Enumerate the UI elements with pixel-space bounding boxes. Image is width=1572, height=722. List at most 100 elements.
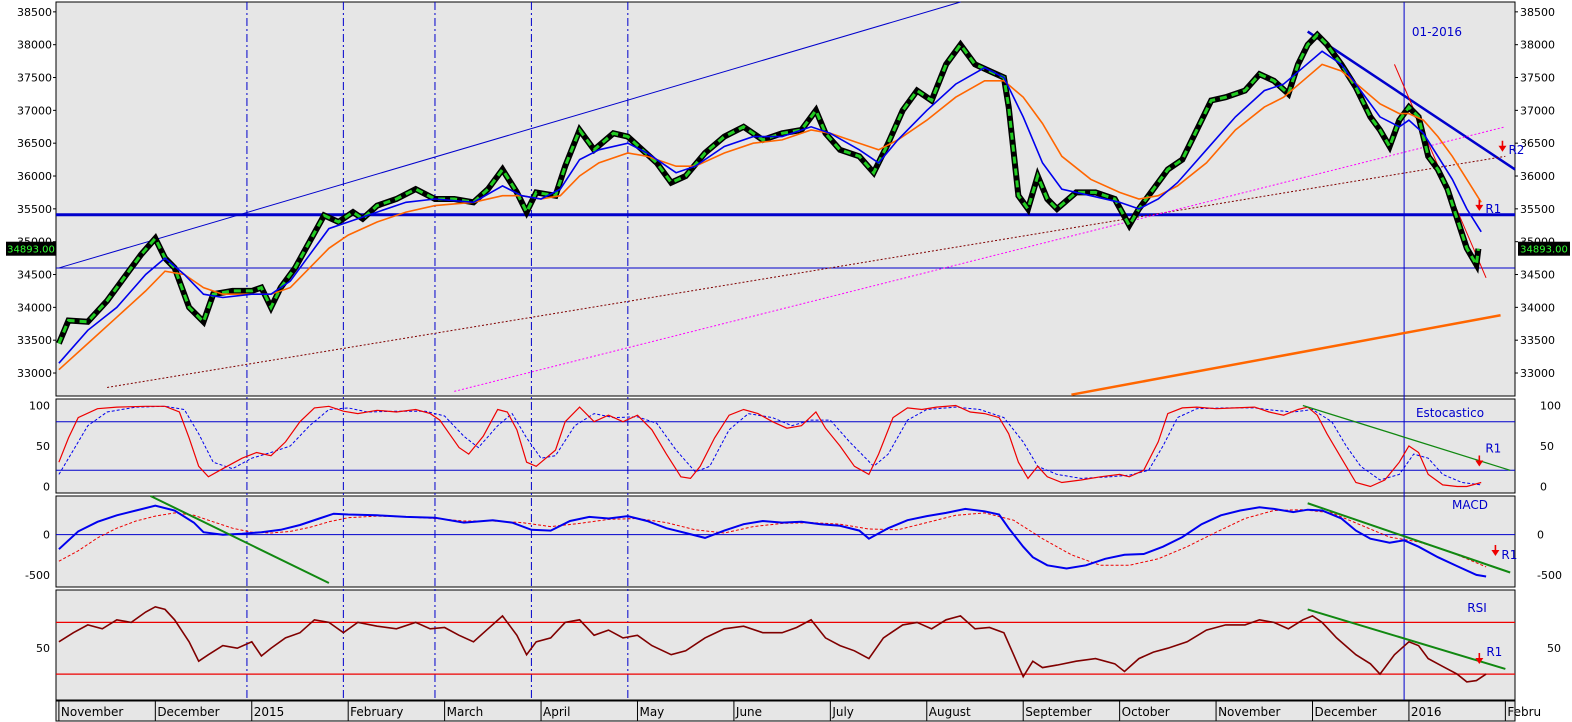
stoch-frame: [55, 398, 1516, 494]
price-tick-label-left: 38500: [17, 6, 52, 19]
macd-tick-label-right: 0: [1537, 529, 1544, 542]
price-series: [57, 32, 1480, 345]
price-tick-label-left: 37000: [17, 104, 52, 117]
rsi-resistance-arrow: [1475, 653, 1484, 664]
price-frame: [55, 1, 1516, 397]
price-tick-label-right: 33500: [1520, 334, 1555, 347]
stoch-tick-label-left: 0: [43, 481, 50, 494]
price-trend-line: [107, 155, 1506, 388]
x-axis: November December 2015 February March April Ma…: [58, 701, 1541, 721]
macd-trend-line: [150, 495, 330, 584]
resistance-arrow-head: [1475, 204, 1484, 211]
price-tick-label-right: 37000: [1520, 104, 1555, 117]
macd-tick-label-right: -500: [1537, 569, 1562, 582]
price-trend-line: [58, 1, 961, 269]
rsi-trend-line: [1307, 608, 1506, 670]
macd-resistance-arrow-head: [1491, 549, 1500, 556]
last-price-box-left: [6, 241, 56, 256]
resistance-arrow: [1475, 199, 1484, 211]
x-tick-label: October: [1122, 705, 1170, 719]
price-panel: 33000 33000 33500 33500 34000 34000 34500 34500…: [6, 1, 1570, 396]
price-trend-line: [1306, 30, 1516, 171]
price-tick-label-left: 33500: [17, 334, 52, 347]
price-tick-label-right: 36500: [1520, 137, 1555, 150]
x-tick-label: February: [350, 705, 403, 719]
macd-tick-label-left: -500: [25, 569, 50, 582]
macd-panel: 0 0 -500 -500 MACD R1: [25, 495, 1562, 584]
price-tick-label-right: 34500: [1520, 269, 1555, 282]
rsi-resistance-arrow-head: [1475, 658, 1484, 664]
macd-signal-line: [58, 509, 1487, 568]
x-axis-frame: [55, 700, 1516, 722]
price-tick-label-left: 35500: [17, 203, 52, 216]
stoch-tick-label-left: 100: [29, 399, 50, 412]
x-tick-label: August: [929, 705, 971, 719]
x-tick-label: March: [447, 705, 484, 719]
macd-title: MACD: [1452, 498, 1488, 512]
price-tick-label-left: 37500: [17, 72, 52, 85]
last-price-label-left: 34893.00: [7, 245, 55, 256]
macd-line: [58, 504, 1487, 578]
stoch-title: Estocastico: [1416, 406, 1484, 420]
stochastic-panel: 0 0 50 50 100 100 Estocastico R1: [29, 399, 1561, 493]
stoch-resistance-label: R1: [1485, 441, 1501, 455]
x-tick-label: July: [831, 705, 854, 719]
x-tick-label: November: [61, 705, 123, 719]
stoch-trend-line: [1302, 404, 1511, 471]
price-tick-label-right: 38500: [1520, 6, 1555, 19]
rsi-frame: [55, 589, 1516, 701]
stoch-tick-label-right: 100: [1540, 399, 1561, 412]
price-tick-label-right: 37500: [1520, 72, 1555, 85]
rsi-line: [58, 605, 1487, 683]
stoch-resistance-arrow: [1475, 455, 1484, 467]
last-price-label-right: 34893.00: [1520, 245, 1568, 256]
price-tick-label-left: 38000: [17, 39, 52, 52]
x-tick-label: April: [543, 705, 570, 719]
resistance-label: R2: [1508, 143, 1524, 157]
rsi-resistance-label: R1: [1486, 645, 1502, 659]
price-tick-label-left: 34500: [17, 269, 52, 282]
macd-trend-line: [1307, 502, 1511, 574]
resistance-label: R1: [1485, 202, 1501, 216]
vertical-month-markers: [246, 2, 1405, 700]
last-price-box-right: [1518, 241, 1570, 256]
x-tick-label: 2015: [254, 705, 285, 719]
price-trend-line: [1071, 314, 1501, 396]
macd-tick-label-left: 0: [43, 529, 50, 542]
x-tick-label: September: [1025, 705, 1091, 719]
x-tick-label: November: [1218, 705, 1280, 719]
macd-resistance-label: R1: [1501, 548, 1517, 562]
x-tick-label: December: [1314, 705, 1376, 719]
x-tick-label: 2016: [1411, 705, 1442, 719]
macd-resistance-arrow: [1491, 544, 1500, 556]
stoch-tick-label-right: 50: [1540, 440, 1554, 453]
price-tick-label-right: 34000: [1520, 301, 1555, 314]
price-trend-line: [454, 126, 1506, 392]
x-tick-label: June: [735, 705, 762, 719]
ema-fast-line: [58, 50, 1482, 364]
x-tick-label: Febru: [1507, 705, 1541, 719]
price-tick-label-right: 35500: [1520, 203, 1555, 216]
rsi-title: RSI: [1467, 601, 1487, 615]
panel-frames: [55, 1, 1516, 722]
price-tick-label-left: 36000: [17, 170, 52, 183]
price-tick-label-left: 34000: [17, 301, 52, 314]
rsi-tick-label-left: 50: [36, 642, 50, 655]
rsi-panel: 50 50 RSI R1: [36, 601, 1561, 683]
stoch-tick-label-right: 0: [1540, 481, 1547, 494]
price-tick-label-left: 33000: [17, 367, 52, 380]
resistance-arrow: [1498, 140, 1507, 152]
resistance-arrow-head: [1498, 145, 1507, 152]
price-tick-label-right: 36000: [1520, 170, 1555, 183]
price-tick-label-left: 36500: [17, 137, 52, 150]
rsi-tick-label-right: 50: [1547, 642, 1561, 655]
stoch-tick-label-left: 50: [36, 440, 50, 453]
stoch-k-line: [58, 404, 1482, 488]
month-label: 01-2016: [1412, 25, 1462, 39]
stoch-resistance-arrow-head: [1475, 460, 1484, 467]
price-tick-label-right: 38000: [1520, 39, 1555, 52]
ema-slow-line: [58, 63, 1482, 371]
price-tick-label-right: 33000: [1520, 367, 1555, 380]
x-tick-label: May: [639, 705, 664, 719]
